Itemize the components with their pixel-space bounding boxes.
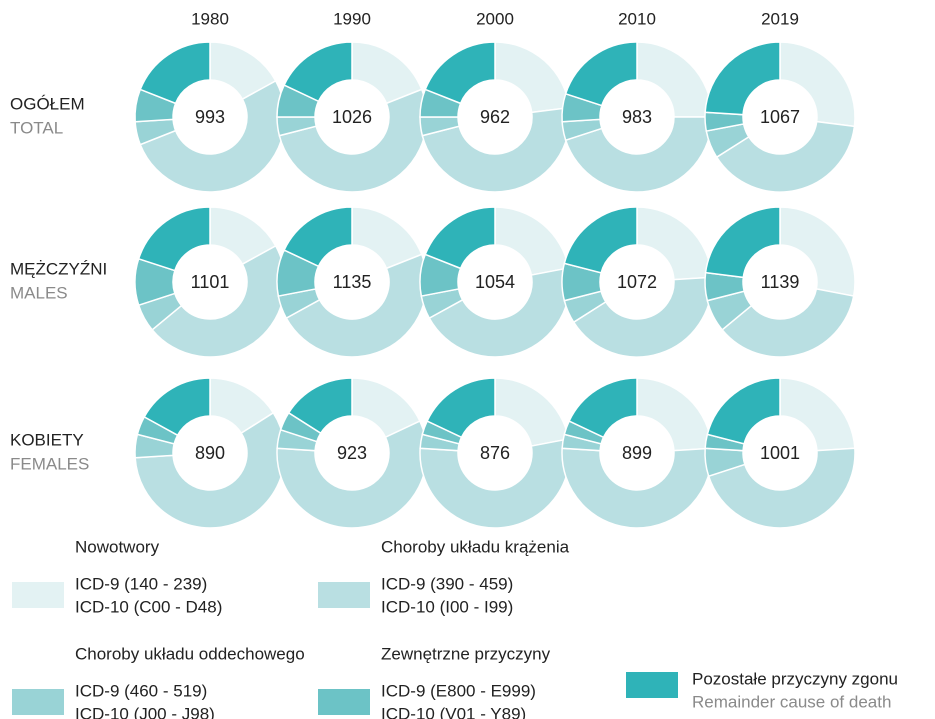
- center-value: 1101: [191, 272, 230, 292]
- donut-segment: [287, 377, 353, 435]
- donut-segment: [636, 41, 713, 118]
- row-sublabel: MALES: [10, 283, 68, 302]
- center-value: 1054: [475, 272, 515, 292]
- donut-segment: [779, 41, 856, 128]
- donut-segment: [715, 120, 856, 193]
- legend-icd9: ICD-9 (140 - 239): [75, 574, 207, 593]
- donut-segment: [564, 116, 713, 193]
- row-label: OGÓŁEM: [10, 94, 85, 113]
- legend-icd9: ICD-9 (390 - 459): [381, 574, 513, 593]
- donut-segment: [139, 41, 211, 105]
- donut-segment: [494, 41, 571, 114]
- donut-segment: [283, 41, 353, 103]
- legend-icd10: ICD-10 (V01 - Y89): [381, 704, 526, 719]
- legend-icd9: ICD-9 (460 - 519): [75, 681, 207, 700]
- year-label: 1980: [191, 9, 229, 28]
- donut-segment: [137, 206, 211, 272]
- center-value: 876: [480, 443, 510, 463]
- year-label: 1990: [333, 9, 371, 28]
- legend-icd9: ICD-9 (E800 - E999): [381, 681, 536, 700]
- donut-segment: [143, 377, 211, 437]
- legend-icd10: ICD-10 (J00 - J98): [75, 704, 215, 719]
- donut-segment: [636, 206, 713, 281]
- donut-segment: [572, 276, 713, 358]
- donut-segment: [636, 377, 713, 452]
- center-value: 983: [622, 107, 652, 127]
- center-value: 899: [622, 443, 652, 463]
- legend-title: Zewnętrzne przyczyny: [381, 644, 551, 663]
- donut-segment: [424, 41, 496, 105]
- donut-segment: [704, 206, 781, 279]
- center-value: 1026: [332, 107, 372, 127]
- legend-title: Nowotwory: [75, 537, 160, 556]
- year-label: 2019: [761, 9, 799, 28]
- center-value: 923: [337, 443, 367, 463]
- center-value: 993: [195, 107, 225, 127]
- center-value: 1139: [761, 272, 800, 292]
- center-value: 890: [195, 443, 225, 463]
- donut-segment: [494, 206, 570, 276]
- legend-title: Choroby układu oddechowego: [75, 644, 305, 663]
- legend-swatch: [12, 582, 64, 608]
- donut-segment: [276, 420, 428, 529]
- legend-english: Remainder cause of death: [692, 692, 891, 711]
- legend-title: Pozostałe przyczyny zgonu: [692, 669, 898, 688]
- donut-segment: [285, 253, 428, 358]
- donut-segment: [563, 206, 638, 274]
- year-label: 2010: [618, 9, 656, 28]
- donut-segment: [428, 267, 571, 358]
- legend-swatch: [12, 689, 64, 715]
- donut-segment: [564, 41, 638, 107]
- donut-segment: [419, 438, 571, 529]
- center-value: 962: [480, 107, 510, 127]
- donut-segment: [707, 447, 856, 529]
- donut-segment: [139, 79, 286, 193]
- legend-icd10: ICD-10 (I00 - I99): [381, 597, 513, 616]
- donut-segment: [421, 106, 571, 193]
- center-value: 1072: [617, 272, 657, 292]
- donut-segment: [706, 377, 781, 445]
- donut-segment: [704, 41, 781, 116]
- legend-title: Choroby układu krążenia: [381, 537, 570, 556]
- donut-segment: [278, 88, 428, 193]
- row-sublabel: TOTAL: [10, 118, 63, 137]
- center-value: 1135: [333, 272, 372, 292]
- row-label: KOBIETY: [10, 430, 84, 449]
- legend-icd10: ICD-10 (C00 - D48): [75, 597, 222, 616]
- donut-segment: [426, 377, 496, 439]
- donut-segment: [561, 447, 713, 529]
- donut-segment: [721, 288, 855, 358]
- donut-segment: [494, 377, 570, 447]
- row-sublabel: FEMALES: [10, 454, 89, 473]
- donut-segment: [134, 411, 286, 529]
- year-label: 2000: [476, 9, 514, 28]
- donut-segment: [779, 377, 856, 452]
- legend-swatch: [318, 689, 370, 715]
- legend-swatch: [318, 582, 370, 608]
- center-value: 1067: [760, 107, 800, 127]
- donut-segment: [424, 206, 496, 270]
- donut-segment: [283, 206, 353, 268]
- donut-segment: [568, 377, 638, 439]
- center-value: 1001: [760, 443, 800, 463]
- row-label: MĘŻCZYŹNI: [10, 259, 107, 278]
- legend-swatch: [626, 672, 678, 698]
- donut-segment: [779, 206, 856, 297]
